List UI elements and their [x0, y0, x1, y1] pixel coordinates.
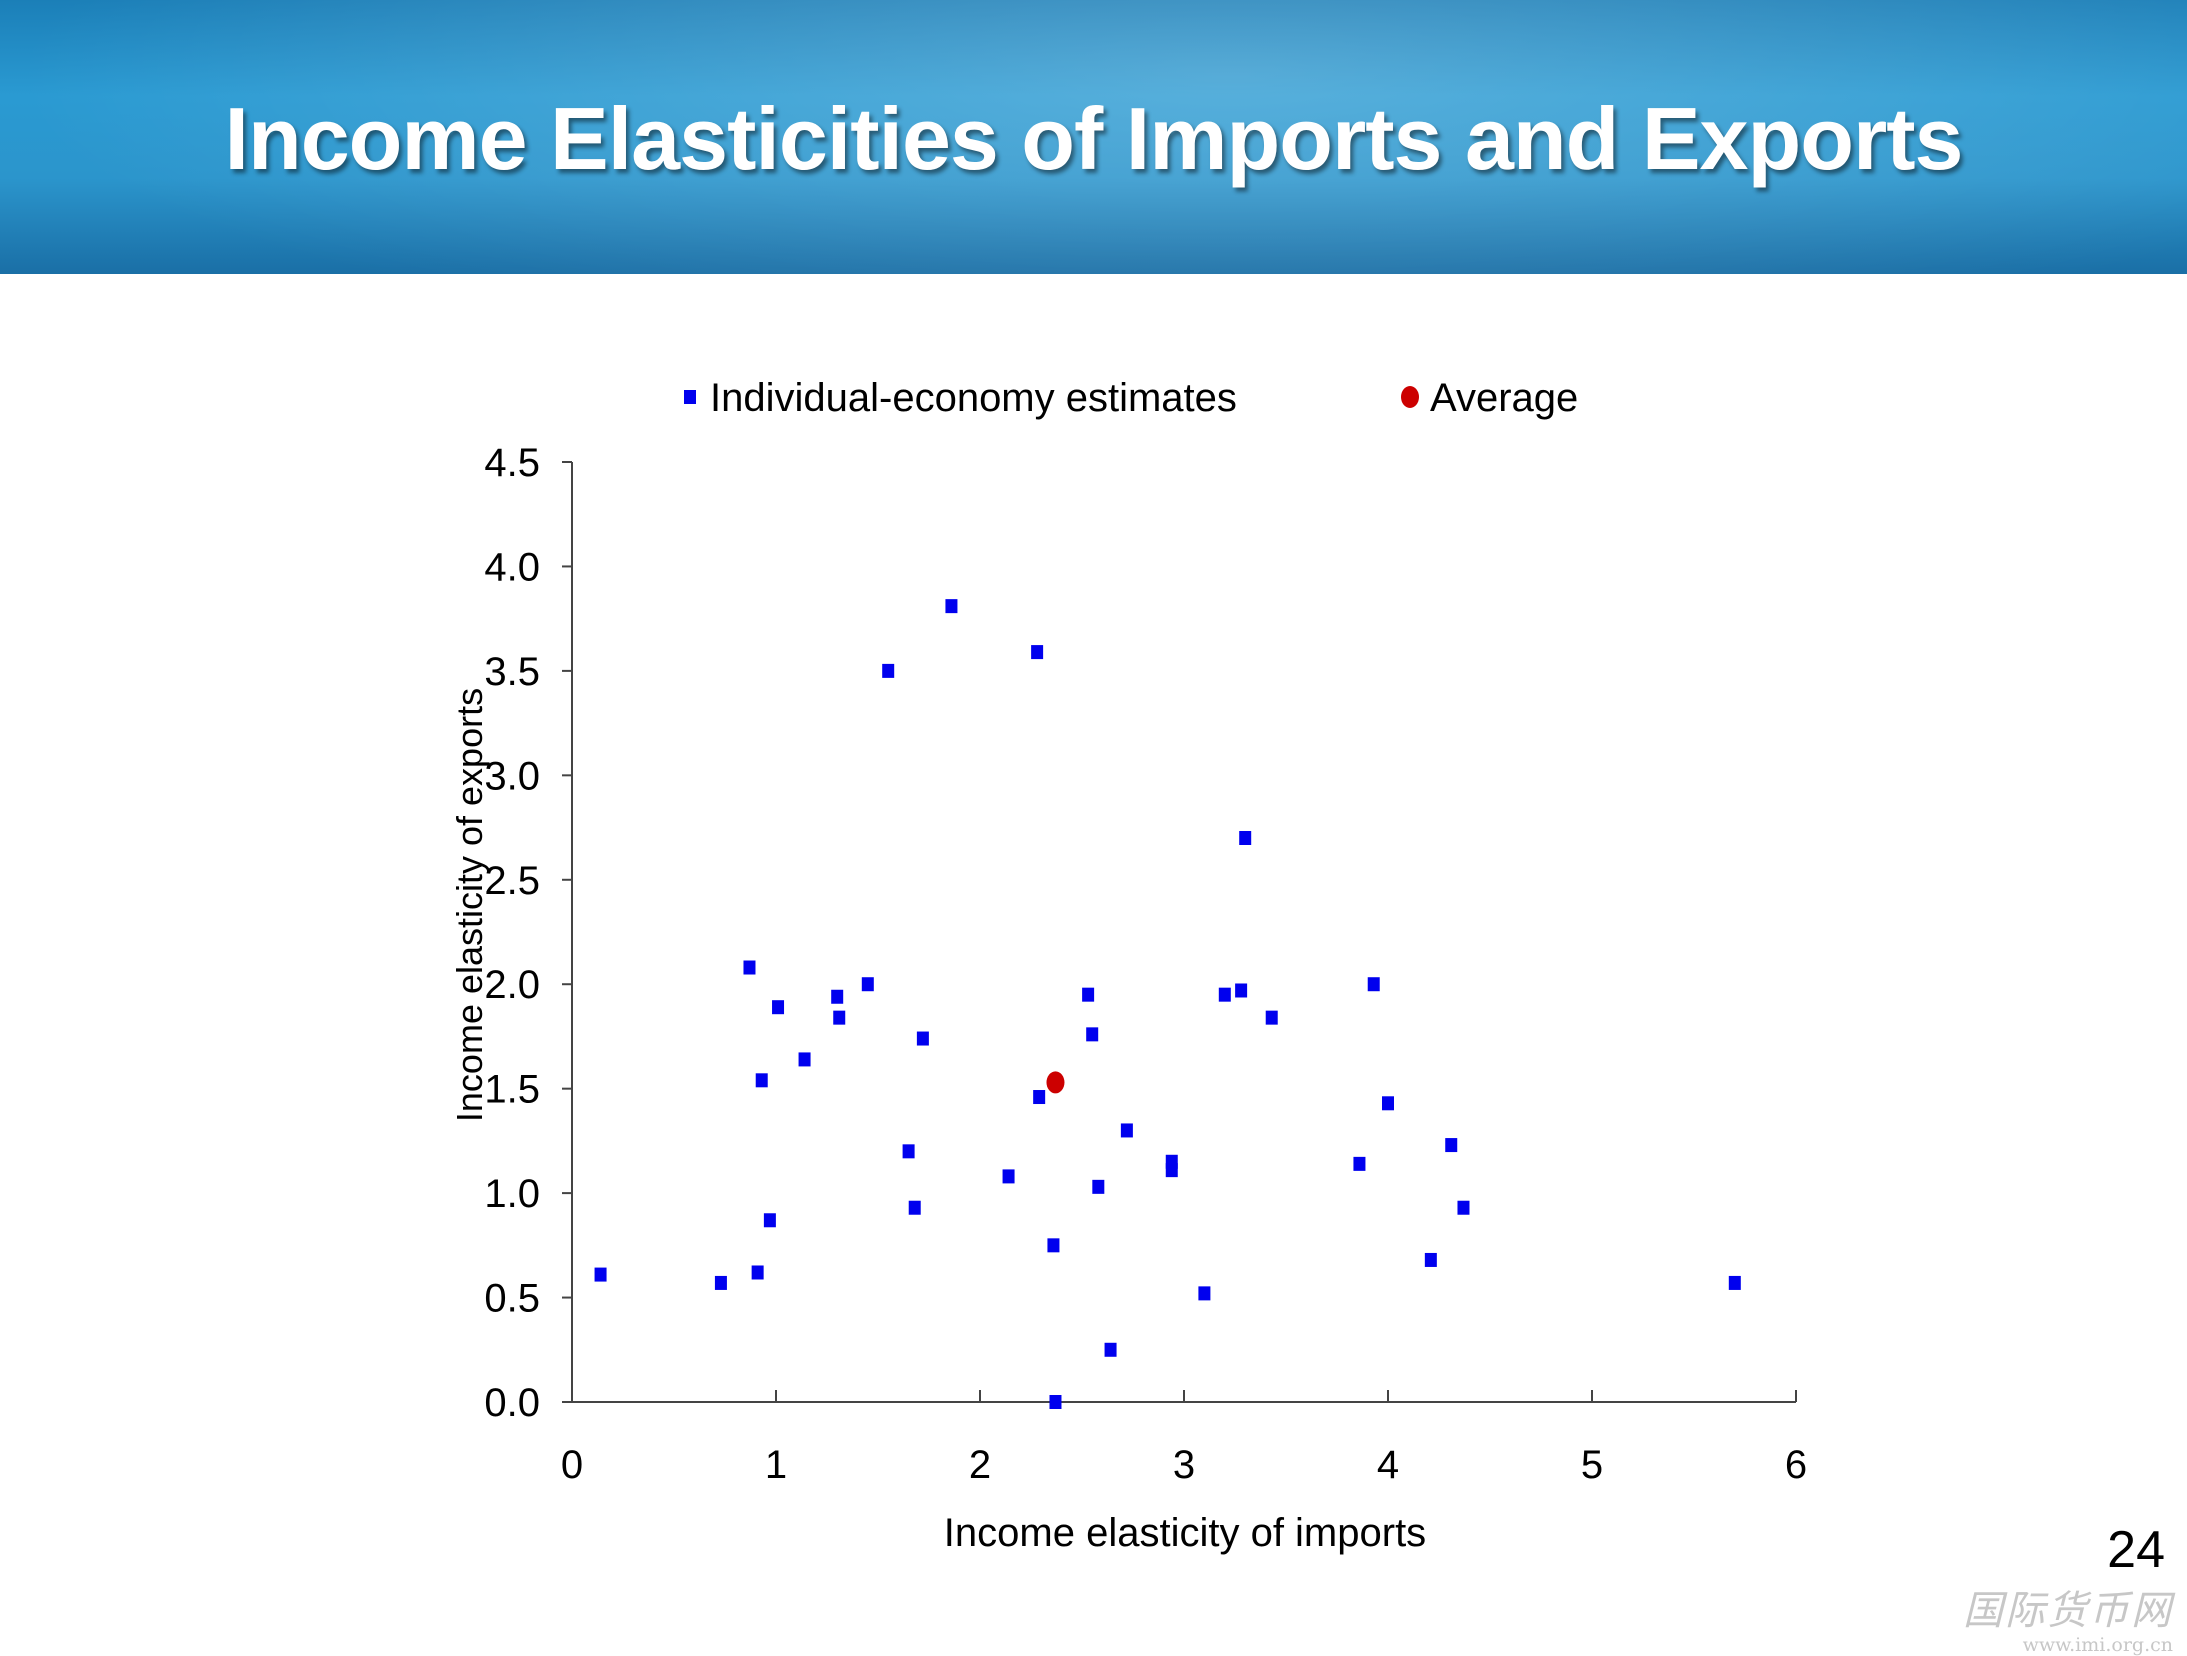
data-point-individual [831, 989, 844, 1004]
y-tick-label: 1.0 [484, 1172, 540, 1216]
watermark-logo-text: 国际货币网 [1963, 1588, 2173, 1634]
y-tick-label: 2.5 [484, 859, 540, 903]
data-point-individual [594, 1267, 607, 1282]
data-point-individual [1120, 1123, 1133, 1138]
data-point-individual [714, 1275, 727, 1290]
x-tick-label: 5 [1581, 1443, 1603, 1487]
data-point-individual [1031, 645, 1044, 660]
data-point-individual [772, 1000, 785, 1015]
data-point-individual [1082, 987, 1095, 1002]
y-tick-label: 4.5 [484, 441, 540, 485]
watermark-url: www.imi.org.cn [2022, 1634, 2173, 1656]
data-point-individual [1728, 1275, 1741, 1290]
y-tick-label: 3.0 [484, 754, 540, 798]
data-point-individual [833, 1010, 846, 1025]
data-point-average [1046, 1071, 1065, 1094]
data-point-individual [902, 1144, 915, 1159]
data-point-individual [763, 1213, 776, 1228]
data-point-individual [1239, 831, 1252, 845]
y-tick-label: 0.0 [484, 1381, 540, 1425]
x-tick-label: 1 [765, 1443, 787, 1487]
legend-label: Individual-economy estimates [710, 376, 1237, 420]
chart-ticks: 0.0 0.5 1.0 1.5 2.0 2.5 3.0 3.5 4.0 4.5 0 1 2 3 4 5 6 [484, 441, 1807, 1487]
x-axis-label: Income elasticity of imports [944, 1511, 1426, 1555]
data-point-individual [755, 1073, 768, 1088]
data-point-individual [743, 960, 756, 975]
y-tick-label: 4.0 [484, 545, 540, 589]
data-point-individual [798, 1052, 811, 1067]
data-point-individual [1002, 1169, 1015, 1184]
data-point-individual [861, 977, 874, 992]
data-point-individual [1218, 987, 1231, 1002]
data-point-individual [882, 663, 895, 678]
chart-legend: Individual-economy estimates Average [684, 376, 1578, 420]
x-tick-label: 2 [969, 1443, 991, 1487]
x-tick-label: 3 [1173, 1443, 1195, 1487]
y-tick-label: 1.5 [484, 1068, 540, 1112]
watermark-logo: 国际货币网 www.imi.org.cn [1963, 1578, 2173, 1656]
legend-marker-average [1401, 386, 1419, 408]
data-point-individual [1049, 1395, 1062, 1409]
data-point-individual [1047, 1238, 1060, 1253]
legend-label: Average [1430, 376, 1578, 420]
data-point-individual [1092, 1179, 1105, 1194]
banner-glow [0, 0, 2187, 274]
data-point-individual [908, 1200, 921, 1215]
data-point-individual [1353, 1156, 1366, 1171]
data-point-individual [1104, 1342, 1117, 1357]
x-tick-label: 6 [1785, 1443, 1807, 1487]
x-tick-label: 4 [1377, 1443, 1399, 1487]
data-point-individual [751, 1265, 764, 1280]
data-point-individual [1165, 1163, 1178, 1178]
data-point-individual [1367, 977, 1380, 992]
y-tick-label: 3.5 [484, 650, 540, 694]
data-point-individual [1086, 1027, 1099, 1042]
slide-title: Income Elasticities of Imports and Expor… [224, 89, 1964, 188]
legend-marker-individual [684, 390, 696, 404]
title-banner [0, 0, 2187, 274]
data-point-individual [1382, 1096, 1394, 1111]
data-point-individual [916, 1031, 929, 1046]
chart-points [594, 599, 1741, 1409]
y-tick-label: 0.5 [484, 1277, 540, 1321]
page-number: 24 [2107, 1521, 2165, 1579]
data-point-individual [1235, 983, 1248, 998]
data-point-individual [1265, 1010, 1278, 1025]
y-axis-label: Income elasticity of exports [449, 688, 490, 1122]
data-point-individual [1033, 1090, 1046, 1105]
data-point-individual [1198, 1286, 1211, 1301]
x-tick-label: 0 [561, 1443, 583, 1487]
data-point-individual [1445, 1138, 1458, 1153]
data-point-individual [945, 599, 958, 614]
chart-axes [571, 462, 1796, 1403]
y-tick-label: 2.0 [484, 963, 540, 1007]
data-point-individual [1457, 1200, 1470, 1215]
data-point-individual [1424, 1252, 1437, 1267]
